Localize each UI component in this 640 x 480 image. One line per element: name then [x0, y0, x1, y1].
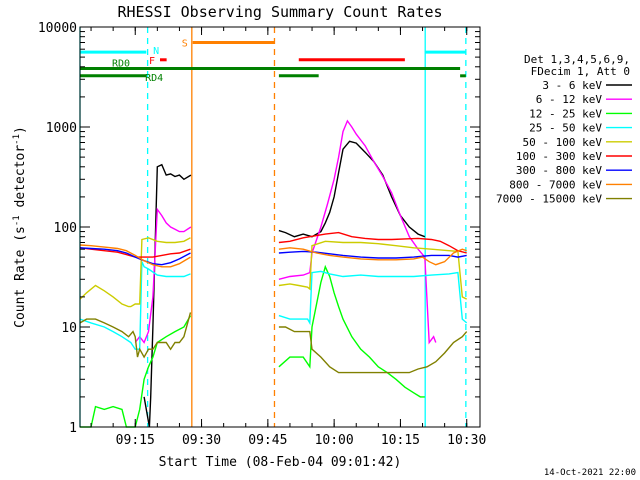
legend-label-3: 25 - 50 keV: [529, 122, 602, 135]
legend-label-7: 800 - 7000 keV: [509, 178, 602, 191]
x-tick-label-0: 09:15: [116, 433, 155, 448]
series-4: [79, 237, 468, 308]
y-axis-label: Count Rate (s-1 detector-1): [12, 126, 28, 328]
x-tick-label-1: 09:30: [182, 433, 221, 448]
series-line-7-0: [79, 244, 191, 268]
series-line-3-1: [278, 270, 468, 326]
series-line-6-0: [79, 247, 191, 266]
series-line-3-0: [79, 261, 191, 350]
x-tick-label-2: 09:45: [248, 433, 287, 448]
legend-label-4: 50 - 100 keV: [523, 136, 603, 149]
series-line-5-1: [278, 231, 467, 254]
state-label-night: N: [153, 46, 159, 57]
series-5: [79, 231, 467, 258]
series-line-2-1: [278, 264, 425, 398]
legend-label-2: 12 - 25 keV: [529, 107, 602, 120]
y-tick-label-1: 10: [61, 321, 77, 336]
series-7: [79, 244, 467, 268]
series-line-7-1: [278, 247, 467, 266]
legend-header-0: Det 1,3,4,5,6,9,: [524, 53, 630, 66]
y-axis-label-tail: detector: [13, 145, 28, 216]
series-line-8-1: [278, 326, 468, 374]
y-axis-label-main: Count Rate (s: [13, 226, 28, 328]
y-tick-label-0: 1: [69, 421, 77, 436]
x-tick-label-3: 10:00: [315, 433, 354, 448]
series-line-0-0: [143, 163, 192, 428]
state-label-flare: F: [149, 56, 155, 67]
series-line-1-0: [134, 207, 192, 344]
legend-header-1: FDecim 1, Att 0: [531, 65, 630, 78]
x-axis-label: Start Time (08-Feb-04 09:01:42): [159, 455, 402, 470]
x-tick-label-4: 10:15: [381, 433, 420, 448]
series-3: [79, 261, 468, 350]
footer-date: 14-Oct-2021 22:00: [544, 468, 636, 478]
state-label-saa: S: [182, 38, 188, 49]
series-line-2-0: [80, 315, 192, 428]
series-line-8-0: [79, 312, 192, 359]
state-label-rd0: RD0: [112, 58, 130, 69]
x-tick-label-5: 10:30: [447, 433, 486, 448]
legend-label-6: 300 - 800 keV: [516, 164, 602, 177]
y-axis-label-superscript: -1: [12, 215, 22, 226]
series-line-1-1: [278, 119, 437, 345]
series-2: [80, 264, 425, 428]
legend-label-8: 7000 - 15000 keV: [496, 193, 602, 206]
legend-label-1: 6 - 12 keV: [536, 93, 603, 106]
y-axis-label-superscript-2: -1: [12, 134, 22, 145]
legend-label-0: 3 - 6 keV: [542, 79, 602, 92]
y-axis-label-end: ): [13, 126, 28, 134]
y-tick-label-4: 10000: [38, 21, 77, 36]
y-tick-label-3: 1000: [46, 121, 77, 136]
series-line-6-1: [278, 250, 467, 259]
state-label-rd4: RD4: [145, 73, 163, 84]
plot-frame: [79, 26, 481, 428]
legend-label-5: 100 - 300 keV: [516, 150, 602, 163]
series-6: [79, 247, 467, 266]
series-8: [79, 312, 468, 374]
series-line-4-0: [79, 237, 191, 308]
series-line-5-0: [79, 247, 191, 258]
y-tick-label-2: 100: [54, 221, 77, 236]
series-1: [134, 119, 437, 345]
chart-title: RHESSI Observing Summary Count Rates: [117, 3, 442, 21]
series-line-4-1: [278, 240, 468, 300]
